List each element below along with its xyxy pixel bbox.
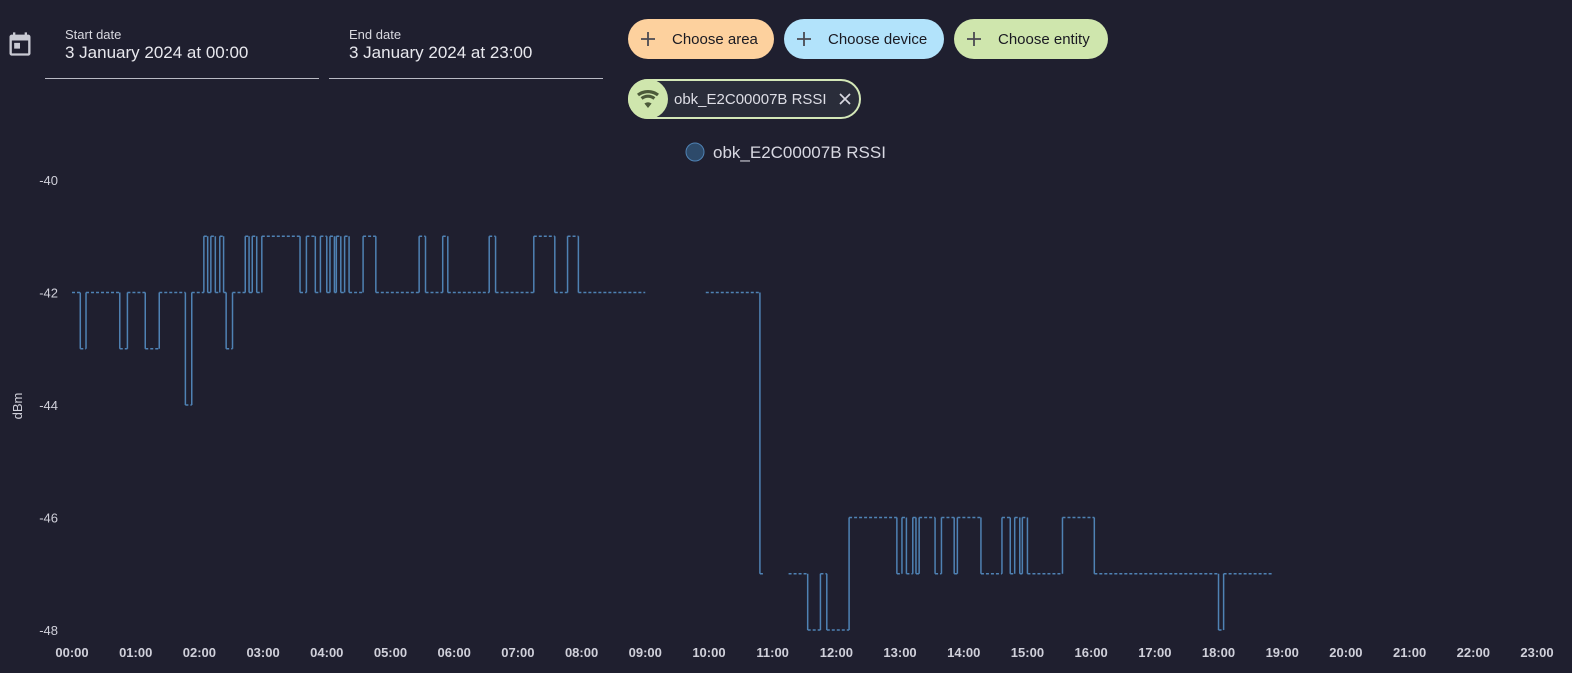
x-tick-label: 14:00 xyxy=(947,645,980,660)
y-tick-label: -42 xyxy=(39,286,58,301)
x-tick-label: 18:00 xyxy=(1202,645,1235,660)
x-tick-label: 06:00 xyxy=(438,645,471,660)
legend-marker xyxy=(685,142,705,162)
x-tick-label: 20:00 xyxy=(1329,645,1362,660)
x-tick-label: 08:00 xyxy=(565,645,598,660)
y-tick-label: -44 xyxy=(39,398,58,413)
x-tick-label: 09:00 xyxy=(629,645,662,660)
x-tick-label: 04:00 xyxy=(310,645,343,660)
selected-entity-label: obk_E2C00007B RSSI xyxy=(674,91,827,108)
choose-device-button[interactable]: Choose device xyxy=(784,19,944,59)
start-date-label: Start date xyxy=(65,27,122,42)
legend[interactable]: obk_E2C00007B RSSI xyxy=(685,142,886,162)
end-date-value: 3 January 2024 at 23:00 xyxy=(349,43,533,62)
x-tick-label: 13:00 xyxy=(883,645,916,660)
y-tick-label: -40 xyxy=(39,173,58,188)
x-tick-label: 00:00 xyxy=(55,645,88,660)
x-tick-label: 01:00 xyxy=(119,645,152,660)
x-tick-label: 11:00 xyxy=(756,645,789,660)
x-tick-label: 03:00 xyxy=(246,645,279,660)
x-tick-label: 05:00 xyxy=(374,645,407,660)
choose-device-label: Choose device xyxy=(828,30,928,48)
y-axis-label: dBm xyxy=(10,393,25,420)
plus-icon xyxy=(967,32,981,46)
start-date-field[interactable]: Start date 3 January 2024 at 00:00 xyxy=(45,18,319,79)
calendar-icon[interactable] xyxy=(6,30,34,58)
plus-icon xyxy=(797,32,811,46)
wifi-icon xyxy=(637,90,659,108)
x-tick-label: 16:00 xyxy=(1075,645,1108,660)
x-tick-label: 07:00 xyxy=(501,645,534,660)
x-tick-label: 17:00 xyxy=(1138,645,1171,660)
x-tick-label: 02:00 xyxy=(183,645,216,660)
legend-label: obk_E2C00007B RSSI xyxy=(713,143,886,162)
x-tick-label: 22:00 xyxy=(1457,645,1490,660)
x-tick-label: 15:00 xyxy=(1011,645,1044,660)
x-tick-label: 21:00 xyxy=(1393,645,1426,660)
x-tick-label: 19:00 xyxy=(1266,645,1299,660)
y-tick-label: -46 xyxy=(39,511,58,526)
x-tick-label: 10:00 xyxy=(692,645,725,660)
plus-icon xyxy=(641,32,655,46)
choose-area-button[interactable]: Choose area xyxy=(628,19,774,59)
choose-entity-label: Choose entity xyxy=(998,30,1090,48)
close-icon[interactable] xyxy=(836,90,854,108)
selected-entity-chip[interactable]: obk_E2C00007B RSSI xyxy=(628,79,861,119)
x-tick-label: 12:00 xyxy=(820,645,853,660)
start-date-value: 3 January 2024 at 00:00 xyxy=(65,43,249,62)
choose-area-label: Choose area xyxy=(672,30,758,48)
end-date-field[interactable]: End date 3 January 2024 at 23:00 xyxy=(329,18,603,79)
choose-entity-button[interactable]: Choose entity xyxy=(954,19,1108,59)
end-date-label: End date xyxy=(349,27,402,42)
x-tick-label: 23:00 xyxy=(1520,645,1553,660)
y-tick-label: -48 xyxy=(39,623,58,638)
